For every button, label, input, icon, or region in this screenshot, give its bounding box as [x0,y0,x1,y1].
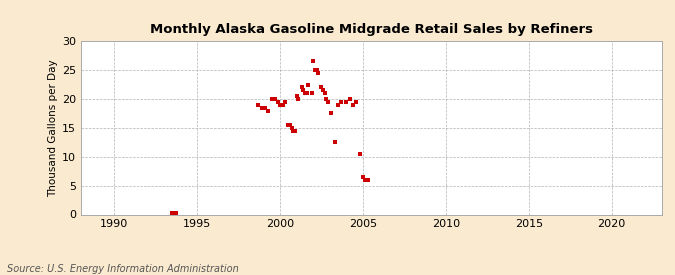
Point [286,126,297,130]
Point [329,140,340,145]
Point [319,91,330,95]
Title: Monthly Alaska Gasoline Midgrade Retail Sales by Refiners: Monthly Alaska Gasoline Midgrade Retail … [150,23,593,36]
Point [279,100,290,104]
Point [313,71,323,75]
Text: Source: U.S. Energy Information Administration: Source: U.S. Energy Information Administ… [7,264,238,274]
Point [306,91,317,95]
Point [309,68,320,72]
Point [167,211,178,215]
Point [316,85,327,90]
Point [323,100,333,104]
Point [278,103,289,107]
Point [285,123,296,127]
Point [267,97,277,101]
Point [341,100,352,104]
Point [260,105,271,110]
Point [326,111,337,116]
Point [348,103,358,107]
Point [311,68,322,72]
Point [308,59,319,64]
Point [298,88,308,92]
Point [293,97,304,101]
Point [359,178,370,182]
Point [290,128,300,133]
Point [288,128,299,133]
Point [275,103,286,107]
Point [253,103,264,107]
Point [333,103,344,107]
Point [362,178,373,182]
Point [351,100,362,104]
Point [344,97,355,101]
Point [318,88,329,92]
Point [301,91,312,95]
Point [336,100,347,104]
Point [170,211,181,215]
Point [269,97,280,101]
Point [303,82,314,87]
Point [283,123,294,127]
Point [296,85,307,90]
Point [273,100,284,104]
Point [354,152,365,156]
Point [358,175,369,179]
Point [263,108,274,113]
Point [256,105,267,110]
Point [321,97,332,101]
Point [291,94,302,98]
Y-axis label: Thousand Gallons per Day: Thousand Gallons per Day [48,59,58,197]
Point [300,91,310,95]
